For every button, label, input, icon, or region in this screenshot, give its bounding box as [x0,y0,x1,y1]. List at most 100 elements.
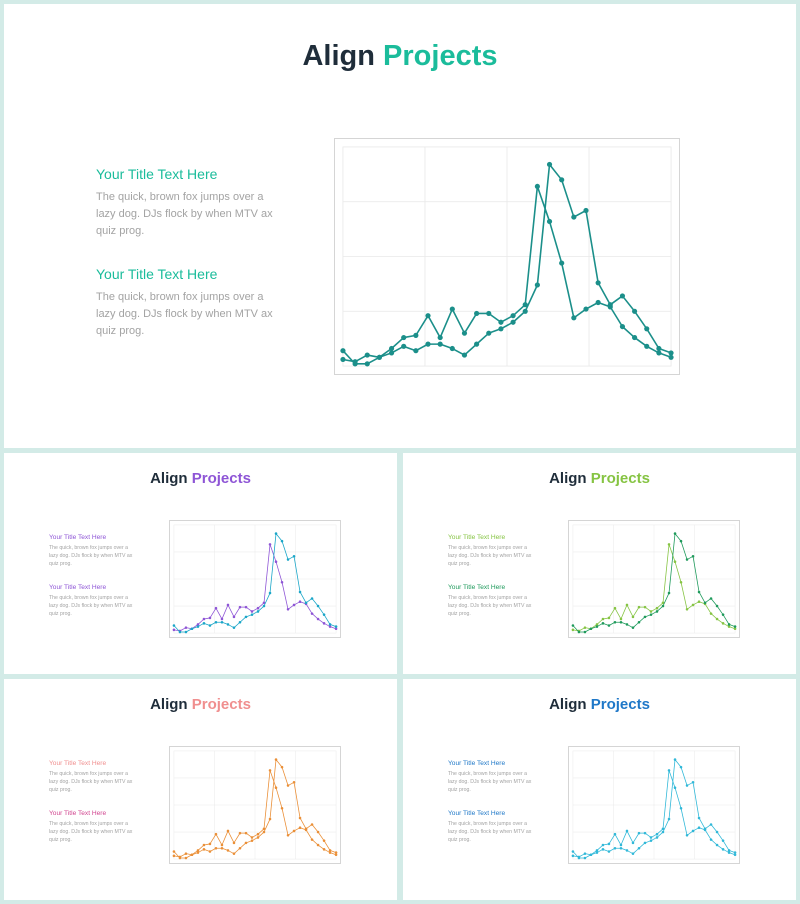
data-point [310,838,314,841]
data-point [262,604,266,608]
data-point [268,591,272,595]
data-point [172,854,176,858]
data-point [571,850,575,853]
data-point [667,591,671,595]
data-point [376,354,382,360]
data-point [250,839,254,842]
data-point [643,841,647,845]
data-point [595,851,599,854]
data-point [401,343,407,349]
data-point [583,626,587,629]
data-point [268,543,272,546]
data-point [244,615,248,619]
data-point [334,851,338,854]
title-dark: Align [549,696,587,713]
data-point [715,843,719,847]
data-point [607,302,613,308]
text-heading: Your Title Text Here [448,534,506,541]
data-point [655,832,659,836]
data-point [322,622,326,625]
text-body: The quick, brown fox jumps over a lazy d… [49,821,133,843]
data-point [214,846,218,850]
data-point [685,608,689,611]
data-point [238,831,242,835]
data-point [388,350,395,356]
data-point [679,765,683,769]
data-point [328,851,332,854]
data-point [727,849,731,852]
data-point [721,613,725,616]
data-point [298,826,302,829]
text-block-2: Your Title Text Here The quick, brown fo… [49,584,137,618]
data-point [214,620,218,624]
data-point [679,580,683,584]
data-point [583,852,587,855]
line-chart [568,746,740,864]
data-point [310,612,314,615]
data-point [220,617,224,621]
data-point [292,603,296,607]
data-point [559,260,565,266]
data-point [619,324,626,330]
data-point [522,308,528,314]
data-point [679,806,683,810]
data-point [274,786,278,789]
text-body: The quick, brown fox jumps over a lazy d… [49,595,133,617]
data-point [632,334,638,341]
data-point [172,850,176,853]
data-point [613,620,617,624]
data-point [486,310,492,317]
text-heading: Your Title Text Here [448,584,506,591]
series-line-1 [173,544,337,632]
data-point [546,218,553,225]
data-point [655,606,659,610]
data-point [583,306,589,312]
text-body: The quick, brown fox jumps over a lazy d… [448,545,532,567]
line-chart [169,520,341,638]
data-point [449,306,455,312]
data-point [401,334,407,341]
text-block-2: Your Title Text Here The quick, brown fo… [448,584,536,618]
slide-blue: Align Projects Your Title Text Here The … [403,679,796,900]
data-point [691,603,695,607]
text-heading: Your Title Text Here [49,810,107,817]
series-line-1 [173,770,337,858]
slide-title: Align Projects [403,470,796,487]
title-dark: Align [549,470,587,487]
data-point [274,532,278,535]
text-body: The quick, brown fox jumps over a lazy d… [448,771,532,793]
data-point [328,625,332,628]
data-point [322,613,326,616]
data-point [437,341,443,347]
data-point [244,831,248,835]
data-point [316,604,320,608]
title-accent: Projects [590,470,650,487]
data-point [232,615,236,619]
text-heading: Your Title Text Here [49,534,107,541]
series-line-1 [572,770,736,858]
text-block-1: Your Title Text Here The quick, brown fo… [96,166,276,240]
data-point [589,627,593,631]
data-point [226,603,230,607]
data-point [601,848,605,851]
data-point [413,348,419,354]
data-point [644,343,650,349]
data-point [232,841,236,845]
text-block-1: Your Title Text Here The quick, brown fo… [448,760,536,794]
data-point [697,826,701,829]
data-point [709,838,713,841]
data-point [613,606,617,610]
data-point [208,842,212,846]
data-point [328,623,332,626]
data-point [679,539,683,543]
data-point [352,361,358,367]
data-point [721,622,725,625]
data-point [643,605,647,609]
line-chart-svg [172,750,338,860]
text-block-1: Your Title Text Here The quick, brown fo… [448,534,536,568]
data-point [334,625,338,628]
title-accent: Projects [191,470,251,487]
data-point [226,849,230,852]
data-point [322,839,326,842]
data-point [250,836,254,839]
